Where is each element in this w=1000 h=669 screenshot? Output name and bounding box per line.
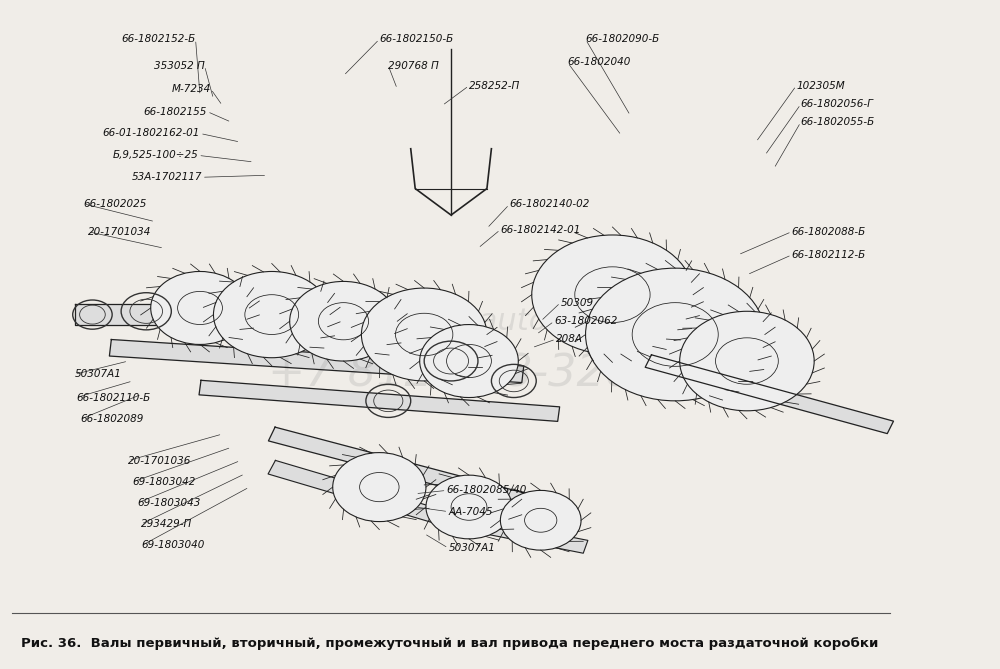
Text: 353052 П: 353052 П bbox=[154, 61, 205, 71]
Circle shape bbox=[213, 272, 330, 358]
Text: 66-1802025: 66-1802025 bbox=[83, 199, 147, 209]
Text: 66-1802090-Б: 66-1802090-Б bbox=[586, 34, 660, 44]
Text: 258252-П: 258252-П bbox=[469, 81, 520, 91]
Text: 66-1802055-Б: 66-1802055-Б bbox=[801, 117, 875, 127]
Circle shape bbox=[151, 272, 249, 345]
Text: 208А: 208А bbox=[556, 334, 583, 344]
Text: 290768 П: 290768 П bbox=[388, 61, 439, 71]
Text: 50307А1: 50307А1 bbox=[448, 543, 495, 553]
Text: АА-7045: АА-7045 bbox=[448, 506, 493, 516]
Text: 20-1701034: 20-1701034 bbox=[88, 227, 151, 237]
Circle shape bbox=[420, 324, 518, 397]
Circle shape bbox=[586, 268, 765, 401]
Circle shape bbox=[361, 288, 487, 381]
Text: 66-1802152-Б: 66-1802152-Б bbox=[121, 34, 196, 44]
Text: 69-1803042: 69-1803042 bbox=[133, 477, 196, 487]
Polygon shape bbox=[199, 380, 560, 421]
Polygon shape bbox=[268, 460, 455, 527]
Text: 69-1803043: 69-1803043 bbox=[137, 498, 201, 508]
Text: 66-1802155: 66-1802155 bbox=[144, 106, 207, 116]
Polygon shape bbox=[449, 514, 588, 553]
Circle shape bbox=[290, 282, 397, 361]
Text: 66-1802112-Б: 66-1802112-Б bbox=[792, 250, 866, 260]
Text: 66-1802110-Б: 66-1802110-Б bbox=[76, 393, 151, 403]
Text: 63-1802062: 63-1802062 bbox=[554, 316, 618, 326]
Text: 293429-П: 293429-П bbox=[141, 519, 192, 529]
Text: 66-01-1802162-01: 66-01-1802162-01 bbox=[103, 128, 200, 138]
Text: 66-1802089: 66-1802089 bbox=[80, 414, 143, 424]
Circle shape bbox=[500, 490, 581, 550]
Text: +7 812 378-320: +7 812 378-320 bbox=[268, 353, 634, 396]
Polygon shape bbox=[75, 304, 469, 325]
Text: 66-1802140-02: 66-1802140-02 bbox=[509, 199, 590, 209]
Circle shape bbox=[426, 475, 512, 539]
Circle shape bbox=[532, 235, 693, 355]
Text: Б,9,525-100÷25: Б,9,525-100÷25 bbox=[112, 151, 198, 161]
Polygon shape bbox=[268, 427, 526, 507]
Text: Рис. 36.  Валы первичный, вторичный, промежуточный и вал привода переднего моста: Рис. 36. Валы первичный, вторичный, пром… bbox=[21, 637, 878, 650]
Text: 20-1701036: 20-1701036 bbox=[128, 456, 192, 466]
Text: 69-1803040: 69-1803040 bbox=[142, 541, 205, 551]
Polygon shape bbox=[645, 355, 893, 434]
Circle shape bbox=[333, 453, 426, 522]
Text: 102305М: 102305М bbox=[796, 81, 845, 91]
Text: 66-1802040: 66-1802040 bbox=[568, 58, 631, 68]
Text: 66-1802085-40: 66-1802085-40 bbox=[447, 486, 527, 496]
Polygon shape bbox=[109, 339, 524, 383]
Text: 50309: 50309 bbox=[560, 298, 594, 308]
Text: 66-1802056-Г: 66-1802056-Г bbox=[801, 99, 874, 109]
Circle shape bbox=[680, 311, 814, 411]
Text: www.aversauto.ru: www.aversauto.ru bbox=[313, 306, 590, 336]
Text: 53А-1702117: 53А-1702117 bbox=[131, 172, 202, 182]
Text: М-7234: М-7234 bbox=[172, 84, 211, 94]
Text: 66-1802088-Б: 66-1802088-Б bbox=[792, 227, 866, 237]
Text: 66-1802150-Б: 66-1802150-Б bbox=[379, 34, 454, 44]
Text: 50307А1: 50307А1 bbox=[75, 369, 121, 379]
Text: 66-1802142-01: 66-1802142-01 bbox=[500, 225, 581, 235]
